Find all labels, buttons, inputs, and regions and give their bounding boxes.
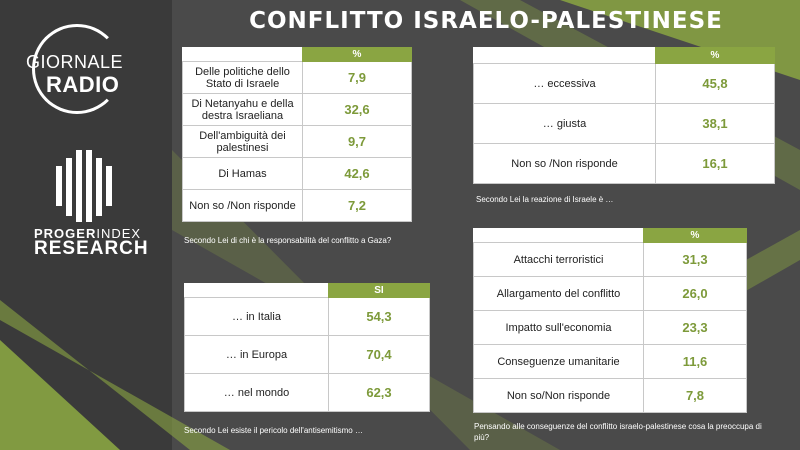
table-reaction: % … eccessiva 45,8 … giusta 38,1 Non so …	[473, 47, 775, 184]
table-header: %	[643, 228, 747, 243]
row-value: 54,3	[328, 297, 430, 336]
row-value: 70,4	[328, 335, 430, 374]
row-label: Di Netanyahu e della destra Israeliana	[182, 93, 303, 126]
caption-reaction: Secondo Lei la reazione di Israele è …	[476, 195, 614, 204]
row-label: … nel mondo	[184, 373, 329, 412]
logo-line1: GIORNALE	[26, 52, 124, 72]
table-row: … giusta 38,1	[473, 103, 775, 144]
row-label: Delle politiche dello Stato di Israele	[182, 61, 303, 94]
logo-line2: RADIO	[46, 72, 120, 97]
table-header-blank	[473, 47, 656, 64]
row-label: Attacchi terroristici	[473, 242, 644, 277]
table-row: Conseguenze umanitarie 11,6	[473, 344, 747, 379]
table-row: Non so /Non risponde 7,2	[182, 189, 412, 222]
table-row: … nel mondo 62,3	[184, 373, 430, 412]
table-row: Impatto sull'economia 23,3	[473, 310, 747, 345]
table-row: Dell'ambiguità dei palestinesi 9,7	[182, 125, 412, 158]
table-row: Di Netanyahu e della destra Israeliana 3…	[182, 93, 412, 126]
row-label: Non so /Non risponde	[473, 143, 656, 184]
table-row: … eccessiva 45,8	[473, 63, 775, 104]
brand-proger-index: PROGERINDEX	[34, 226, 141, 241]
row-value: 26,0	[643, 276, 747, 311]
table-row: Allargamento del conflitto 26,0	[473, 276, 747, 311]
row-value: 16,1	[655, 143, 775, 184]
proger-bars-icon	[56, 150, 116, 222]
page-title: CONFLITTO ISRAELO-PALESTINESE	[249, 8, 723, 34]
row-label: … giusta	[473, 103, 656, 144]
row-label: Impatto sull'economia	[473, 310, 644, 345]
giornale-radio-logo: GIORNALE RADIO	[26, 24, 146, 114]
row-value: 11,6	[643, 344, 747, 379]
row-value: 7,8	[643, 378, 747, 413]
row-value: 32,6	[302, 93, 412, 126]
row-value: 38,1	[655, 103, 775, 144]
table-row: Delle politiche dello Stato di Israele 7…	[182, 61, 412, 94]
table-header: %	[302, 47, 412, 62]
logo-circle	[32, 24, 122, 114]
table-responsibility: % Delle politiche dello Stato di Israele…	[182, 47, 412, 222]
row-label: Non so /Non risponde	[182, 189, 303, 222]
row-label: Non so/Non risponde	[473, 378, 644, 413]
row-label: … eccessiva	[473, 63, 656, 104]
row-value: 9,7	[302, 125, 412, 158]
table-header-blank	[184, 283, 329, 298]
brand-proger: PROGER	[34, 226, 97, 241]
row-label: … in Italia	[184, 297, 329, 336]
row-label: Conseguenze umanitarie	[473, 344, 644, 379]
table-header: SI	[328, 283, 430, 298]
caption-responsibility: Secondo Lei di chi è la responsabilità d…	[184, 236, 392, 245]
row-value: 7,9	[302, 61, 412, 94]
table-consequences: % Attacchi terroristici 31,3 Allargament…	[473, 228, 747, 413]
caption-antisemitism: Secondo Lei esiste il pericolo dell'anti…	[184, 426, 363, 435]
table-row: Non so/Non risponde 7,8	[473, 378, 747, 413]
table-header-blank	[182, 47, 303, 62]
row-value: 7,2	[302, 189, 412, 222]
row-label: Allargamento del conflitto	[473, 276, 644, 311]
row-value: 31,3	[643, 242, 747, 277]
row-value: 45,8	[655, 63, 775, 104]
table-antisemitism: SI … in Italia 54,3 … in Europa 70,4 … n…	[184, 283, 430, 412]
table-row: Attacchi terroristici 31,3	[473, 242, 747, 277]
brand-research: RESEARCH	[34, 238, 149, 259]
table-row: … in Italia 54,3	[184, 297, 430, 336]
row-label: Di Hamas	[182, 157, 303, 190]
row-value: 62,3	[328, 373, 430, 412]
caption-consequences: Pensando alle conseguenze del conflitto …	[474, 422, 762, 442]
table-header: %	[655, 47, 775, 64]
table-row: Di Hamas 42,6	[182, 157, 412, 190]
row-value: 23,3	[643, 310, 747, 345]
table-row: … in Europa 70,4	[184, 335, 430, 374]
row-label: Dell'ambiguità dei palestinesi	[182, 125, 303, 158]
table-header-blank	[473, 228, 644, 243]
row-label: … in Europa	[184, 335, 329, 374]
row-value: 42,6	[302, 157, 412, 190]
table-row: Non so /Non risponde 16,1	[473, 143, 775, 184]
brand-index: INDEX	[96, 226, 142, 241]
